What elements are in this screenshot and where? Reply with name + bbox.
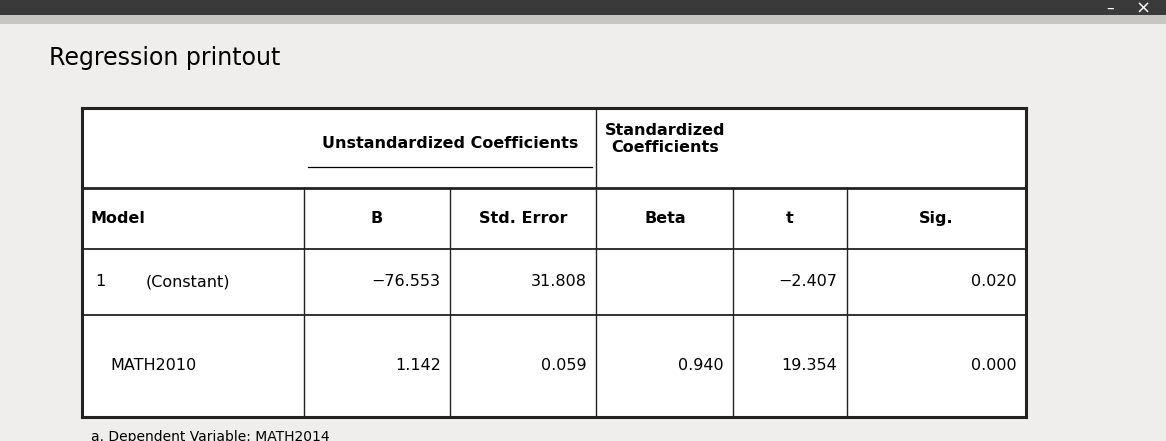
Text: Std. Error: Std. Error [479,211,568,226]
Text: 0.059: 0.059 [541,358,586,374]
Text: 1: 1 [96,274,106,289]
Text: 1.142: 1.142 [395,358,441,374]
Text: 0.020: 0.020 [971,274,1017,289]
Bar [0,15,1166,24]
Text: 0.940: 0.940 [679,358,724,374]
Text: 0.000: 0.000 [971,358,1017,374]
Text: a. Dependent Variable: MATH2014: a. Dependent Variable: MATH2014 [91,430,330,441]
Text: B: B [371,211,382,226]
Text: MATH2010: MATH2010 [111,358,197,374]
Text: Sig.: Sig. [919,211,954,226]
Text: Beta: Beta [644,211,686,226]
Text: Standardized
Coefficients: Standardized Coefficients [605,123,725,155]
Text: (Constant): (Constant) [146,274,230,289]
Text: Unstandardized Coefficients: Unstandardized Coefficients [322,136,578,151]
Text: −2.407: −2.407 [778,274,837,289]
Text: Model: Model [91,211,146,226]
Text: 31.808: 31.808 [531,274,586,289]
Text: 19.354: 19.354 [781,358,837,374]
Text: –: – [1107,0,1114,16]
Text: ×: × [1136,0,1150,17]
Text: Regression printout: Regression printout [49,46,280,70]
Text: −76.553: −76.553 [372,274,441,289]
Bar [82,108,1026,417]
Bar [0,0,1166,15]
Text: t: t [786,211,794,226]
